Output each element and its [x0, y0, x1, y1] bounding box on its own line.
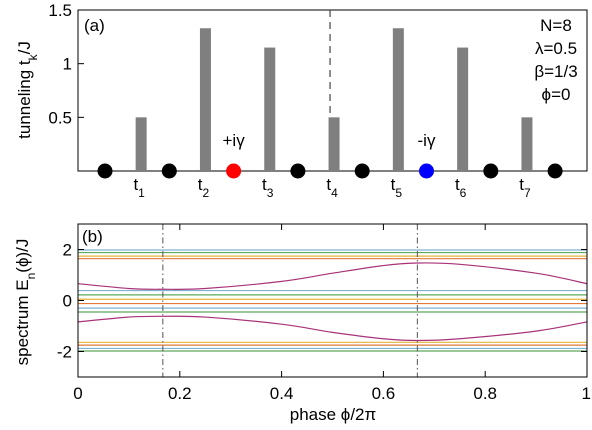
- panel-a-sites: +iγ -iγ: [97, 131, 563, 179]
- panel-b-y-tick-label: 0: [63, 292, 72, 311]
- panel-a-x-tick-label: t7: [519, 175, 531, 200]
- panel-a-bar: [457, 47, 469, 171]
- panel-a-bars: [135, 28, 533, 171]
- panel-a-site: [226, 163, 242, 179]
- panel-a-x-tick-label: t5: [391, 175, 403, 200]
- panel-a-param: β=1/3: [534, 62, 577, 81]
- panel-b-label: (b): [82, 227, 103, 246]
- panel-a-param: λ=0.5: [535, 39, 577, 58]
- panel-a-param: N=8: [540, 16, 572, 35]
- panel-b-x-tick-label: 0.2: [168, 384, 192, 403]
- panel-a-x-tick-label: t6: [455, 175, 467, 200]
- panel-a: 0.5 1 1.5 +iγ -iγ t1 t2 t3 t4 t5 t6 t7 (a) N=8 λ=0…: [15, 1, 588, 200]
- panel-a-label: (a): [84, 16, 105, 35]
- panel-b-series-line: [77, 262, 588, 290]
- panel-a-y-ticks: 0.5 1 1.5: [48, 1, 84, 127]
- panel-b-x-tick-label: 0: [73, 384, 82, 403]
- panel-a-bar: [264, 47, 276, 171]
- panel-a-bar: [199, 28, 211, 171]
- panel-a-site: [547, 163, 563, 179]
- panel-a-x-tick-label: t3: [262, 175, 274, 200]
- panel-a-y-tick-label: 1: [63, 55, 72, 74]
- panel-a-y-tick-label: 0.5: [48, 108, 72, 127]
- panel-b-vertical-lines: [162, 224, 418, 377]
- panel-a-bar: [328, 117, 340, 171]
- panel-a-params: N=8 λ=0.5 β=1/3 ϕ=0: [534, 16, 577, 104]
- panel-a-param: ϕ=0: [542, 85, 571, 104]
- panel-a-site: [483, 163, 499, 179]
- panel-a-bar: [135, 117, 147, 171]
- panel-a-site: [419, 163, 434, 179]
- panel-b-y-tick-label: -2: [57, 343, 72, 362]
- panel-b-x-tick-label: 0.6: [372, 384, 396, 403]
- panel-b-x-tick-label: 0.4: [270, 384, 294, 403]
- panel-a-bar: [521, 117, 533, 171]
- panel-b-x-axis-label: phase ϕ/2π: [290, 405, 376, 424]
- panel-b-x-ticks: 0 0.2 0.4 0.6 0.8 1: [73, 224, 591, 403]
- panel-b-y-ticks: -2 0 2: [57, 241, 587, 362]
- panel-a-bar: [392, 28, 404, 171]
- panel-b-series: [77, 249, 588, 352]
- panel-a-x-tick-labels: t1 t2 t3 t4 t5 t6 t7: [133, 175, 531, 200]
- panel-a-y-tick-label: 1.5: [48, 1, 72, 20]
- panel-b-x-tick-label: 1: [582, 384, 591, 403]
- panel-a-y-axis-label: tunneling tk/J: [15, 41, 40, 139]
- panel-b-y-tick-label: 2: [63, 241, 72, 260]
- panel-b: 0 0.2 0.4 0.6 0.8 1 -2 0 2 (b) spectrum En(ϕ)/J…: [13, 223, 591, 424]
- panel-a-site: [97, 163, 113, 179]
- panel-a-site-label: -iγ: [418, 131, 436, 150]
- panel-b-frame: [77, 223, 588, 378]
- panel-a-site: [161, 163, 177, 179]
- panel-a-x-tick-label: t1: [133, 175, 145, 200]
- panel-a-site-label: +iγ: [222, 131, 245, 150]
- panel-b-y-axis-label: spectrum En(ϕ)/J: [13, 239, 38, 366]
- panel-a-x-tick-label: t4: [326, 175, 338, 200]
- panel-b-series-line: [77, 315, 588, 342]
- panel-a-site: [354, 163, 370, 179]
- panel-a-site: [290, 163, 306, 179]
- panel-b-x-tick-label: 0.8: [473, 384, 497, 403]
- panel-a-x-tick-label: t2: [198, 175, 210, 200]
